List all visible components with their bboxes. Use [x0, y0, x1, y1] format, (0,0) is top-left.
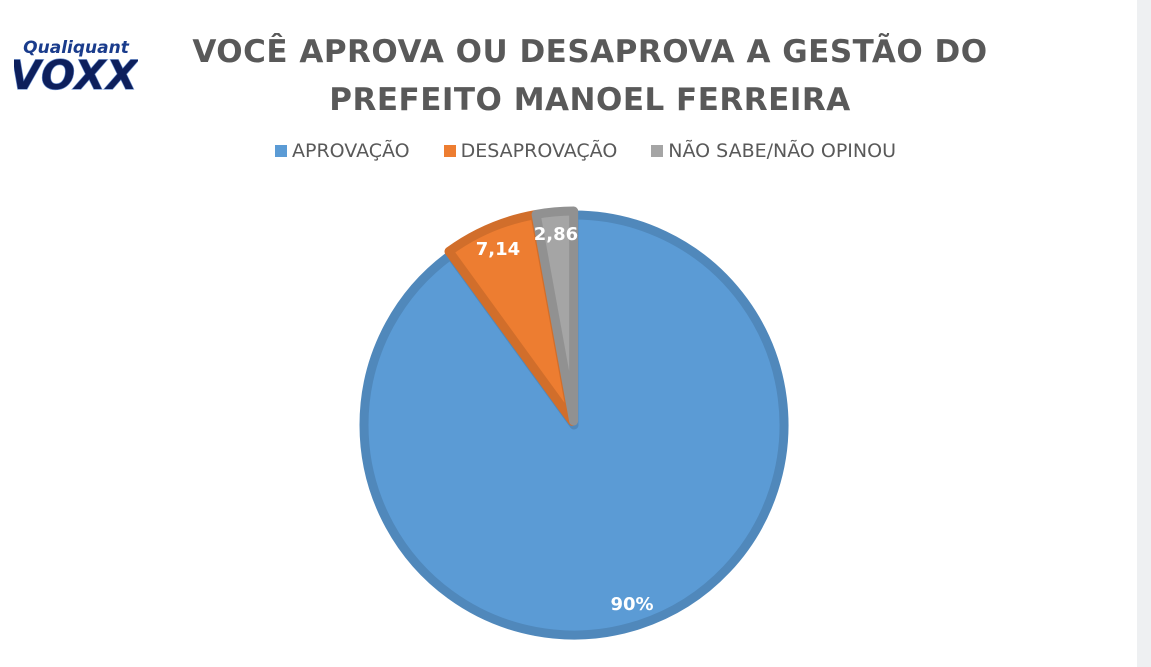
legend-label-desaprovacao: DESAPROVAÇÃO [460, 140, 618, 162]
right-edge-strip [1137, 0, 1151, 667]
legend-label-nao-sabe: NÃO SABE/NÃO OPINOU [668, 140, 896, 162]
chart-legend: APROVAÇÃO DESAPROVAÇÃO NÃO SABE/NÃO OPIN… [0, 140, 1151, 162]
chart-title-line-2: PREFEITO MANOEL FERREIRA [329, 82, 851, 118]
legend-swatch-nao-sabe [651, 145, 664, 157]
data-label-aprovacao: 90% [610, 594, 653, 615]
qualiquant-voxx-logo: Qualiquant VOXX [14, 36, 138, 94]
logo-graphic: Qualiquant VOXX [14, 38, 138, 94]
pie-slice-nao-sabe [531, 206, 579, 426]
legend-label-aprovacao: APROVAÇÃO [292, 140, 410, 162]
data-label-nao-sabe: 2,86 [534, 224, 578, 245]
chart-title-line-1: VOCÊ APROVA OU DESAPROVA A GESTÃO DO [192, 34, 988, 70]
legend-swatch-desaprovacao [443, 145, 456, 157]
legend-item-aprovacao: APROVAÇÃO [275, 140, 410, 162]
legend-swatch-aprovacao [275, 145, 288, 157]
legend-item-desaprovacao: DESAPROVAÇÃO [443, 140, 618, 162]
legend-item-nao-sabe: NÃO SABE/NÃO OPINOU [651, 140, 896, 162]
data-label-desaprovacao: 7,14 [476, 239, 520, 260]
chart-title: VOCÊ APROVA OU DESAPROVA A GESTÃO DO PRE… [140, 28, 1040, 124]
logo-line1: Qualiquant [23, 38, 130, 58]
logo-line2: VOXX [14, 53, 138, 94]
